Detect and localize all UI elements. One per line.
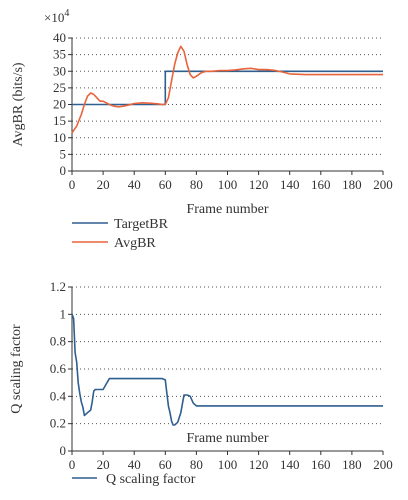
chart2-x-tick-label: 180 <box>342 457 362 472</box>
chart2-x-tick-label: 60 <box>159 457 172 472</box>
chart2-x-axis-label: Frame number <box>186 431 268 446</box>
chart2-x-tick-label: 80 <box>190 457 203 472</box>
chart1-y-tick-label: 5 <box>60 146 67 161</box>
chart1-series-avgbr <box>71 45 383 134</box>
chart1-y-tick-label: 35 <box>53 47 66 62</box>
chart2-x-tick-label: 100 <box>218 457 238 472</box>
chart2-series-q-scaling-factor <box>71 314 383 426</box>
chart2-y-tick-label: 0.2 <box>50 416 66 431</box>
chart1-y-tick-label: 40 <box>53 30 66 45</box>
chart2-y-tick-label: 0.4 <box>50 388 67 403</box>
chart1-legend-label: TargetBR <box>114 217 169 232</box>
chart1-axis-multiplier: ×104 <box>44 8 69 25</box>
chart2-x-tick-label: 120 <box>249 457 269 472</box>
chart1-y-tick-label: 0 <box>60 163 67 178</box>
chart1-y-tick-label: 15 <box>53 113 66 128</box>
chart1-x-tick-label: 40 <box>128 177 141 192</box>
chart2-y-tick-label: 1.2 <box>50 279 66 294</box>
chart1-y-tick-label: 30 <box>53 63 66 78</box>
chart1-y-tick-label: 25 <box>53 80 66 95</box>
chart1-y-tick-label: 20 <box>53 97 66 112</box>
chart2-x-tick-label: 200 <box>373 457 393 472</box>
chart2-y-tick-label: 0.6 <box>50 361 67 376</box>
chart1-y-axis-label: AvgBR (bits/s) <box>11 62 26 146</box>
chart1-series-targetbr <box>72 70 383 106</box>
chart1-x-tick-label: 160 <box>311 177 331 192</box>
chart2-legend-label: Q scaling factor <box>106 472 196 487</box>
chart1-x-tick-label: 120 <box>249 177 269 192</box>
chart1-x-tick-label: 0 <box>69 177 76 192</box>
chart2-x-tick-label: 40 <box>128 457 141 472</box>
chart2-x-tick-label: 160 <box>311 457 331 472</box>
chart2-x-tick-label: 20 <box>97 457 110 472</box>
chart1-x-tick-label: 100 <box>218 177 238 192</box>
chart2-y-tick-label: 0 <box>60 443 67 458</box>
chart1-x-tick-label: 200 <box>373 177 393 192</box>
chart1-x-tick-label: 60 <box>159 177 172 192</box>
chart2-y-tick-label: 0.8 <box>50 334 66 349</box>
chart2-y-axis-label: Q scaling factor <box>9 324 24 414</box>
chart1-x-tick-label: 20 <box>97 177 110 192</box>
chart2-x-tick-label: 140 <box>280 457 300 472</box>
chart1-x-tick-label: 140 <box>280 177 300 192</box>
chart1-y-tick-label: 10 <box>53 130 66 145</box>
chart1-x-tick-label: 80 <box>190 177 203 192</box>
chart2-y-tick-label: 1 <box>60 306 67 321</box>
chart2-x-tick-label: 0 <box>69 457 76 472</box>
chart1-legend-label: AvgBR <box>114 236 156 251</box>
chart1-x-axis-label: Frame number <box>186 202 268 217</box>
chart1-x-tick-label: 180 <box>342 177 362 192</box>
